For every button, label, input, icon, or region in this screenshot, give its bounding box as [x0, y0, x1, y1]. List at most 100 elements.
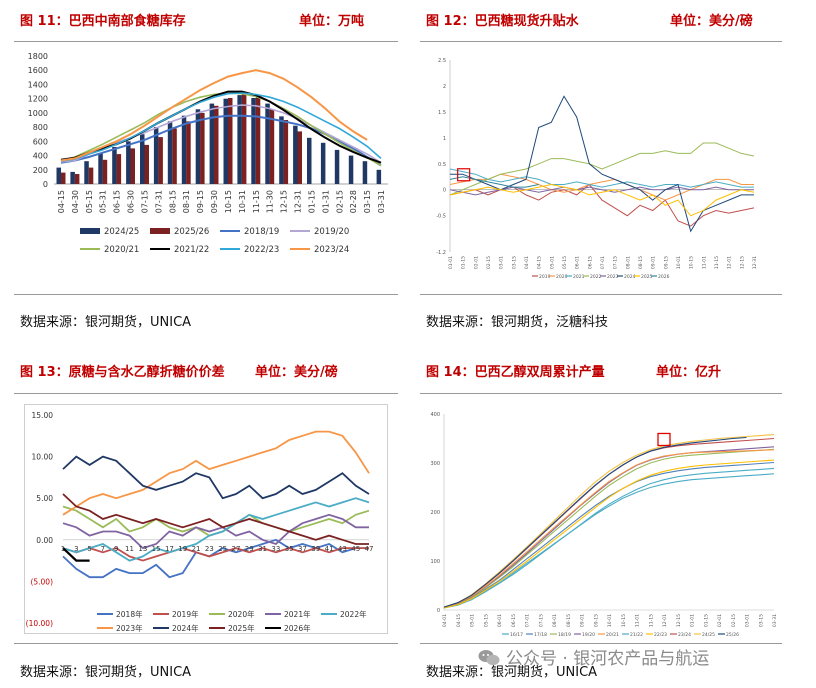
fig13-xtick: 31: [258, 545, 267, 553]
fig11-legend-label: 2021/22: [174, 245, 209, 255]
fig13-source: 数据来源：银河期货，UNICA: [20, 665, 192, 680]
fig11-bar-2024/25: [112, 147, 117, 184]
fig11-bar-2025/26: [88, 167, 94, 184]
fig12-legend-label: 2023: [607, 274, 619, 280]
fig14-line-21/22: [443, 467, 775, 609]
fig11-xtick: 07-31: [154, 190, 163, 213]
fig13-ytick: 10.00: [32, 453, 54, 462]
fig11-xtick: 01-31: [321, 190, 330, 213]
fig11-bar-2025/26: [130, 148, 135, 184]
fig11-source: 数据来源：银河期货，UNICA: [20, 315, 192, 330]
fig11-top-rule: [14, 41, 398, 42]
fig11-xtick: 06-30: [127, 190, 136, 213]
fig14-xtick: 11-01: [635, 614, 641, 627]
fig11-bar-2025/26: [144, 144, 149, 184]
fig13-ytick: (5.00): [30, 577, 53, 586]
fig13-xtick: 29: [245, 545, 254, 553]
fig11-ytick: 600: [33, 137, 48, 146]
fig11-xtick: 08-31: [182, 190, 191, 213]
fig12-xtick: 03-01: [499, 256, 505, 269]
fig11-bar-2024/25: [279, 116, 284, 184]
fig13-xtick: 35: [285, 545, 294, 553]
fig11-legend-label: 2020/21: [104, 245, 139, 255]
fig11-bar-2024/25: [265, 103, 270, 184]
fig12-legend-label: 2020: [556, 274, 568, 280]
fig11-bar-2025/26: [241, 94, 247, 184]
watermark: 公众号 · 银河农产品与航运: [478, 644, 709, 669]
fig13-line-2018年: [62, 538, 369, 579]
fig11-ytick: 1800: [28, 52, 48, 61]
fig12-ytick: -1.2: [436, 250, 446, 256]
fig12-xtick: 11-15: [714, 256, 720, 269]
fig12-xtick: 06-01: [575, 256, 581, 269]
fig13-line-2023年: [62, 430, 370, 516]
fig12-xtick: 12-31: [752, 256, 758, 269]
fig14-legend-label: 22/23: [654, 632, 667, 638]
fig14-xtick: 07-15: [538, 614, 544, 627]
fig11-line-2021/22: [60, 90, 382, 164]
fig14-xtick: 05-15: [483, 614, 489, 627]
fig11-legend-label: 2025/26: [174, 227, 209, 237]
fig11-legend-label: 2023/24: [314, 245, 349, 255]
fig11-bar-2024/25: [223, 98, 228, 184]
fig11-bar-2025/26: [200, 112, 205, 184]
fig12-xtick: 11-01: [701, 256, 707, 269]
fig11-ytick: 200: [33, 166, 48, 175]
fig12-legend-label: 2022: [590, 274, 602, 280]
fig13-top-rule: [14, 393, 398, 394]
fig11-bar-2024/25: [84, 161, 89, 184]
fig11-xtick: 10-31: [238, 190, 247, 213]
fig14-xtick: 01-15: [703, 614, 709, 627]
fig14-xtick: 11-15: [648, 614, 654, 627]
fig13-ytick: 0.00: [36, 536, 53, 545]
fig14-line-22/23: [443, 459, 775, 609]
fig12-ytick: 0: [443, 188, 446, 194]
fig14-legend-label: 18/19: [558, 632, 571, 638]
fig12-xtick: 07-01: [600, 256, 606, 269]
fig13-legend-label: 2026年: [284, 623, 311, 633]
fig13-xtick: 5: [87, 545, 91, 553]
fig12-line-2025: [449, 183, 755, 217]
fig11-xtick: 09-30: [210, 190, 219, 213]
fig12-xtick: 08-15: [638, 256, 644, 269]
fig11-bar-2025/26: [102, 159, 108, 184]
fig13-legend-label: 2019年: [172, 609, 199, 619]
fig11-bar-2024/25: [153, 127, 159, 184]
fig12-xtick: 05-01: [549, 256, 555, 269]
fig13-legend-label: 2022年: [340, 609, 367, 619]
fig12-xtick: 05-15: [562, 256, 568, 269]
fig14-legend-label: 21/22: [630, 632, 643, 638]
fig13-chart: 15.00 10.00 5.00 0.00 (5.00) (10.00) 1 3 5 7 9 11 13…: [24, 404, 388, 634]
fig14-xtick: 09-01: [580, 614, 586, 627]
fig13-line-2022年: [62, 497, 370, 562]
fig11-unit: 单位：万吨: [299, 14, 365, 29]
fig12-chart: -1.2 -0.5 0 0.5 1 1.5 2 2.5 01-01 01-15 02-01 02-15…: [422, 52, 762, 284]
fig11-bar-2025/26: [116, 154, 122, 184]
fig14-svg: 0 100 200 300 400 04-01 04-15 05-01 05-15 06-01 06…: [430, 412, 778, 638]
fig14-xtick: 04-15: [456, 614, 462, 627]
fig14-legend-label: 23/24: [678, 632, 691, 638]
fig13-line-2025年: [62, 493, 369, 545]
fig13-xtick: 11: [125, 545, 134, 553]
fig12-line-2026: [449, 176, 539, 188]
fig11-xtick: 03-15: [363, 190, 372, 213]
fig14-chart: 0 100 200 300 400 04-01 04-15 05-01 05-15 06-01 06…: [422, 404, 782, 640]
fig11-bar-2024/25: [307, 137, 312, 184]
fig11-xtick: 04-30: [71, 190, 80, 213]
fig13-title: 图 13：原糖与含水乙醇折糖价价差: [20, 365, 225, 380]
fig12-xtick: 01-15: [461, 256, 467, 269]
fig12-ytick: 0.5: [438, 162, 446, 168]
fig14-xtick: 02-15: [731, 614, 737, 627]
fig11-bar-2024/25: [293, 125, 298, 184]
fig14-line-17/18: [443, 461, 775, 609]
fig11-xtick: 11-30: [266, 190, 275, 213]
fig13-xtick: 37: [298, 545, 307, 553]
fig12-ytick: 2.5: [438, 58, 446, 64]
fig11-bar-2024/25: [70, 171, 75, 184]
fig14-xtick: 07-01: [525, 614, 531, 627]
fig12-xtick: 07-15: [613, 256, 619, 269]
fig11-bottom-rule: [14, 294, 398, 295]
fig11-bar-2024/25: [251, 98, 256, 184]
fig13-line-2024年: [62, 455, 370, 500]
fig13-xtick: 7: [101, 545, 105, 553]
